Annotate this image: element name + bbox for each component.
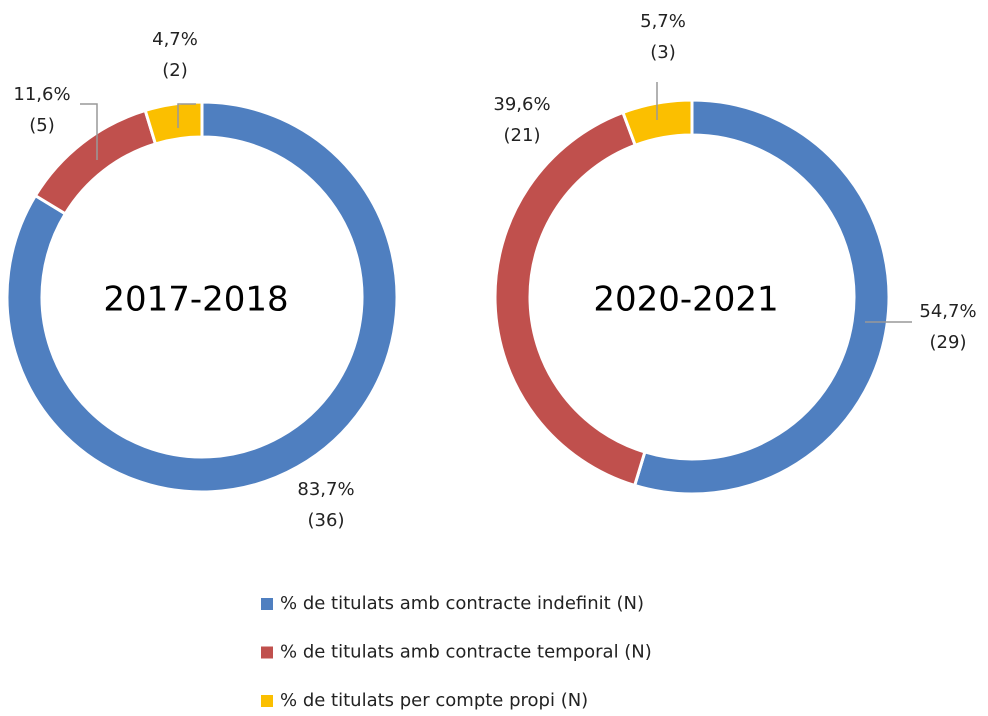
- donut-title: 2020-2021: [593, 280, 778, 320]
- legend-swatch: [261, 598, 273, 610]
- legend-label: % de titulats per compte propi (N): [280, 690, 588, 711]
- data-label: 4,7%: [152, 29, 198, 50]
- data-label-count: (3): [650, 42, 676, 63]
- data-label: 39,6%: [493, 94, 550, 115]
- donut-title: 2017-2018: [103, 280, 288, 320]
- legend-label: % de titulats amb contracte temporal (N): [280, 642, 652, 663]
- data-label-count: (2): [162, 60, 188, 81]
- donut-slice: [621, 98, 694, 148]
- legend-label: % de titulats amb contracte indefinit (N…: [280, 593, 644, 614]
- data-label-count: (29): [930, 332, 967, 353]
- donut-slice: [632, 98, 891, 496]
- data-label-count: (36): [308, 510, 345, 531]
- data-label-count: (5): [29, 115, 55, 136]
- data-label: 83,7%: [297, 479, 354, 500]
- leader-line: [177, 103, 196, 128]
- data-label-count: (21): [504, 125, 541, 146]
- data-label: 54,7%: [919, 301, 976, 322]
- legend-swatch: [261, 646, 273, 659]
- legend-swatch: [261, 695, 273, 707]
- donut-slice: [5, 100, 399, 494]
- donut-slice: [143, 100, 204, 146]
- data-label: 5,7%: [640, 11, 686, 32]
- data-label: 11,6%: [13, 84, 70, 105]
- leader-line: [80, 103, 98, 160]
